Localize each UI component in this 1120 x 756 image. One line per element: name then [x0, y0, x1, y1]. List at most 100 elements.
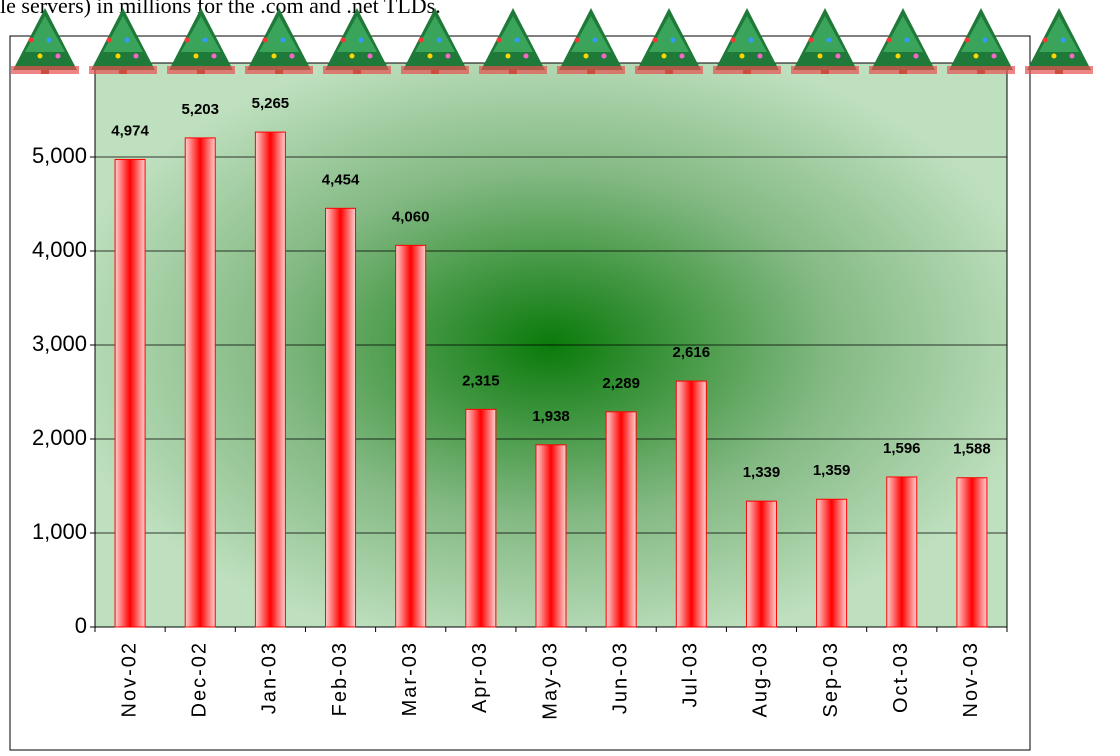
x-tick-label: May-03 — [539, 641, 561, 720]
y-tick-label: 0 — [75, 613, 87, 638]
bar — [676, 381, 706, 627]
subtitle: le servers) in millions for the .com and… — [0, 0, 441, 18]
gifts — [713, 66, 781, 74]
ornament — [671, 38, 676, 43]
data-label: 2,616 — [673, 344, 711, 361]
ornament — [662, 54, 667, 59]
ornament — [263, 38, 268, 43]
ornament — [992, 54, 997, 59]
ornament — [203, 38, 208, 43]
bar — [326, 208, 356, 627]
data-label: 4,974 — [111, 122, 149, 139]
ornament — [116, 54, 121, 59]
ornament — [506, 54, 511, 59]
ornament — [914, 54, 919, 59]
ornament — [125, 38, 130, 43]
gifts — [167, 66, 235, 74]
data-label: 1,339 — [743, 464, 781, 481]
data-label: 1,938 — [532, 408, 570, 425]
tree-highlight — [25, 16, 65, 52]
x-tick-label: Jan-03 — [259, 641, 281, 714]
ornament — [896, 54, 901, 59]
ornament — [524, 54, 529, 59]
bar — [466, 409, 496, 627]
tree-highlight — [337, 16, 377, 52]
ornament — [281, 38, 286, 43]
ornament — [1070, 54, 1075, 59]
gifts — [323, 66, 391, 74]
data-label: 5,203 — [181, 101, 219, 118]
bar — [185, 138, 215, 627]
x-tick-label: Nov-03 — [960, 641, 982, 717]
x-tick-label: Nov-02 — [118, 641, 140, 717]
gifts — [401, 66, 469, 74]
ornament — [809, 38, 814, 43]
ornament — [341, 38, 346, 43]
gifts — [245, 66, 313, 74]
y-tick-label: 2,000 — [32, 425, 87, 450]
ornament — [359, 38, 364, 43]
x-tick-label: Oct-03 — [890, 641, 912, 713]
ornament — [905, 38, 910, 43]
ornament — [134, 54, 139, 59]
data-label: 5,265 — [252, 95, 290, 112]
tree-highlight — [415, 16, 455, 52]
bar — [887, 477, 917, 627]
ornament — [272, 54, 277, 59]
ornament — [56, 54, 61, 59]
ornament — [350, 54, 355, 59]
ornament — [1043, 38, 1048, 43]
gifts — [1025, 66, 1093, 74]
ornament — [584, 54, 589, 59]
ornament — [593, 38, 598, 43]
ornament — [428, 54, 433, 59]
y-tick-label: 1,000 — [32, 519, 87, 544]
ornament — [680, 54, 685, 59]
data-label: 2,289 — [602, 375, 640, 392]
ornament — [194, 54, 199, 59]
gifts — [791, 66, 859, 74]
ornament — [515, 38, 520, 43]
ornament — [38, 54, 43, 59]
x-tick-label: Jul-03 — [680, 641, 702, 707]
data-label: 2,315 — [462, 372, 500, 389]
ornament — [575, 38, 580, 43]
gifts — [635, 66, 703, 74]
x-tick-label: Aug-03 — [750, 641, 772, 718]
bar — [396, 245, 426, 627]
x-tick-label: Apr-03 — [469, 641, 491, 713]
ornament — [827, 38, 832, 43]
ornament — [731, 38, 736, 43]
x-tick-label: Feb-03 — [329, 641, 351, 716]
ornament — [497, 38, 502, 43]
ornament — [983, 38, 988, 43]
data-label: 4,454 — [322, 171, 360, 188]
bar — [255, 132, 285, 627]
tree-highlight — [805, 16, 845, 52]
gifts — [11, 66, 79, 74]
ornament — [749, 38, 754, 43]
bar — [746, 501, 776, 627]
ornament — [47, 38, 52, 43]
tree-highlight — [103, 16, 143, 52]
x-tick-label: Jun-03 — [609, 641, 631, 714]
gifts — [947, 66, 1015, 74]
ornament — [974, 54, 979, 59]
tree-highlight — [493, 16, 533, 52]
bar — [957, 478, 987, 627]
ornament — [368, 54, 373, 59]
ornament — [185, 38, 190, 43]
tree-highlight — [883, 16, 923, 52]
y-tick-label: 5,000 — [32, 143, 87, 168]
x-tick-label: Dec-02 — [189, 641, 211, 717]
ornament — [107, 38, 112, 43]
bar — [115, 159, 145, 627]
ornament — [887, 38, 892, 43]
ornament — [836, 54, 841, 59]
gifts — [479, 66, 547, 74]
gifts — [89, 66, 157, 74]
data-label: 1,596 — [883, 440, 921, 457]
gifts — [557, 66, 625, 74]
y-tick-label: 4,000 — [32, 237, 87, 262]
tree-highlight — [259, 16, 299, 52]
